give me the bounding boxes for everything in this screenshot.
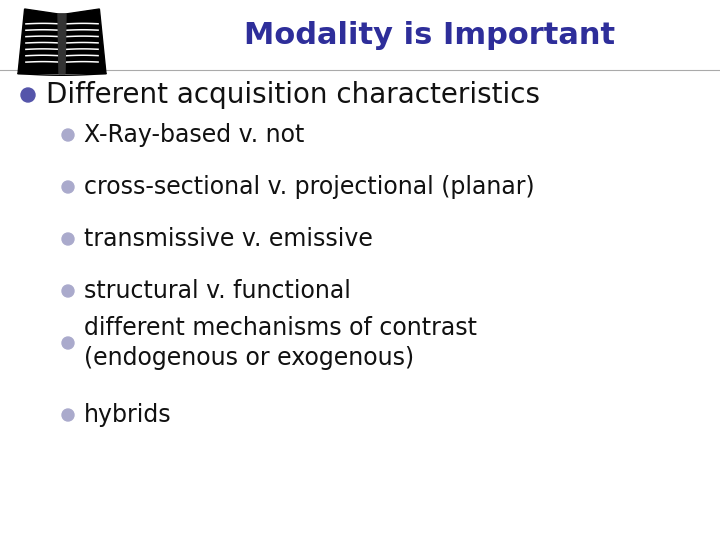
Circle shape xyxy=(62,129,74,141)
Circle shape xyxy=(62,233,74,245)
Text: Different acquisition characteristics: Different acquisition characteristics xyxy=(46,81,540,109)
Text: X-Ray-based v. not: X-Ray-based v. not xyxy=(84,123,305,147)
Text: cross-sectional v. projectional (planar): cross-sectional v. projectional (planar) xyxy=(84,175,535,199)
Polygon shape xyxy=(58,14,66,73)
Polygon shape xyxy=(18,9,106,73)
Circle shape xyxy=(62,337,74,349)
Circle shape xyxy=(62,409,74,421)
Circle shape xyxy=(21,88,35,102)
Text: transmissive v. emissive: transmissive v. emissive xyxy=(84,227,373,251)
Circle shape xyxy=(62,285,74,297)
Circle shape xyxy=(62,181,74,193)
Text: hybrids: hybrids xyxy=(84,403,171,427)
Text: structural v. functional: structural v. functional xyxy=(84,279,351,303)
Text: Modality is Important: Modality is Important xyxy=(244,21,616,50)
Text: different mechanisms of contrast
(endogenous or exogenous): different mechanisms of contrast (endoge… xyxy=(84,316,477,370)
